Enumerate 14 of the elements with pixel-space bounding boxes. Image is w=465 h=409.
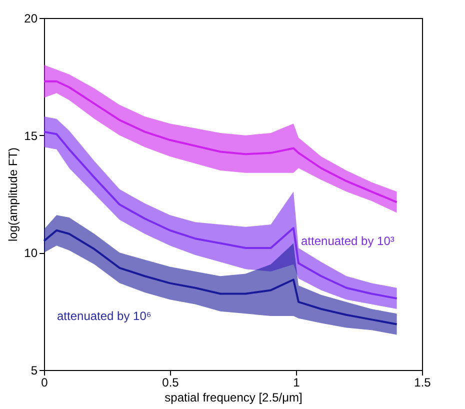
y-tick-label: 5 (30, 364, 38, 378)
x-tick-label: 0.5 (162, 376, 180, 390)
y-axis-title: log(amplitude FT) (6, 147, 20, 242)
y-tick-label: 10 (24, 246, 38, 260)
line-series (43, 229, 398, 326)
y-tick-label: 15 (24, 128, 38, 143)
x-tick-label: 1.5 (414, 376, 432, 390)
x-tick-label: 1 (293, 376, 300, 390)
annotation: attenuated by 10⁶ (57, 309, 152, 323)
annotation: attenuated by 10³ (301, 234, 394, 248)
x-axis-title: spatial frequency [2.5/μm] (164, 390, 302, 404)
y-tick-label: 20 (24, 12, 38, 26)
line-series (43, 80, 398, 204)
x-tick-label: 0 (41, 376, 48, 390)
